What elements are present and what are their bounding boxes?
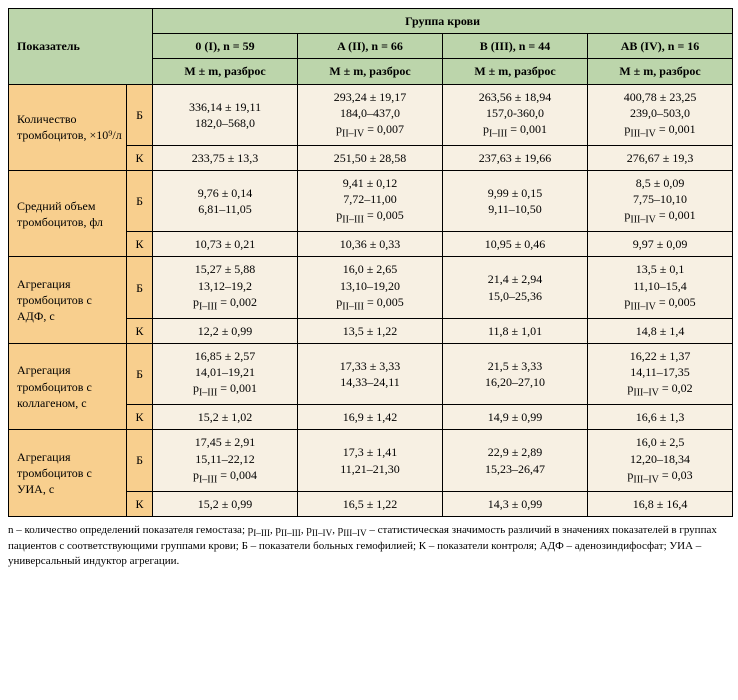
data-cell: 16,22 ± 1,3714,11–17,35pIII–IV = 0,02 <box>588 343 733 404</box>
footnote: n – количество определений показателя ге… <box>8 523 730 569</box>
row-label: Средний объем тромбоцитов, фл <box>9 171 127 257</box>
data-cell: 16,6 ± 1,3 <box>588 405 733 430</box>
row-b-marker: Б <box>127 84 153 145</box>
data-cell: 17,45 ± 2,9115,11–22,12pI–III = 0,004 <box>153 430 298 491</box>
header-mm-2: M ± m, разброс <box>443 59 588 84</box>
data-cell: 233,75 ± 13,3 <box>153 145 298 170</box>
header-mm-3: M ± m, разброс <box>588 59 733 84</box>
data-cell: 10,95 ± 0,46 <box>443 232 588 257</box>
data-cell: 12,2 ± 0,99 <box>153 318 298 343</box>
data-cell: 15,27 ± 5,8813,12–19,2pI–III = 0,002 <box>153 257 298 318</box>
row-label: Количество тромбоцитов, ×10⁹/л <box>9 84 127 170</box>
row-k-marker: К <box>127 318 153 343</box>
row-label: Агрегация тромбоцитов с АДФ, с <box>9 257 127 343</box>
data-cell: 251,50 ± 28,58 <box>298 145 443 170</box>
data-cell: 13,5 ± 0,111,10–15,4pIII–IV = 0,005 <box>588 257 733 318</box>
header-group-0: 0 (I), n = 59 <box>153 34 298 59</box>
header-mm-1: M ± m, разброс <box>298 59 443 84</box>
data-cell: 237,63 ± 19,66 <box>443 145 588 170</box>
data-cell: 9,97 ± 0,09 <box>588 232 733 257</box>
data-cell: 15,2 ± 1,02 <box>153 405 298 430</box>
data-cell: 9,41 ± 0,127,72–11,00pII–III = 0,005 <box>298 171 443 232</box>
data-cell: 8,5 ± 0,097,75–10,10pIII–IV = 0,001 <box>588 171 733 232</box>
data-cell: 263,56 ± 18,94157,0-360,0pI–III = 0,001 <box>443 84 588 145</box>
data-cell: 21,5 ± 3,3316,20–27,10 <box>443 343 588 404</box>
data-cell: 13,5 ± 1,22 <box>298 318 443 343</box>
data-cell: 9,76 ± 0,146,81–11,05 <box>153 171 298 232</box>
data-cell: 16,8 ± 16,4 <box>588 491 733 516</box>
table-body: Количество тромбоцитов, ×10⁹/лБ336,14 ± … <box>9 84 733 516</box>
row-label: Агрегация тромбоцитов с коллагеном, с <box>9 343 127 429</box>
row-b-marker: Б <box>127 430 153 491</box>
data-cell: 17,33 ± 3,3314,33–24,11 <box>298 343 443 404</box>
data-cell: 11,8 ± 1,01 <box>443 318 588 343</box>
data-cell: 400,78 ± 23,25239,0–503,0pIII–IV = 0,001 <box>588 84 733 145</box>
row-b-marker: Б <box>127 171 153 232</box>
data-cell: 16,0 ± 2,512,20–18,34pIII–IV = 0,03 <box>588 430 733 491</box>
data-cell: 14,9 ± 0,99 <box>443 405 588 430</box>
data-cell: 9,99 ± 0,159,11–10,50 <box>443 171 588 232</box>
header-group-3: AB (IV), n = 16 <box>588 34 733 59</box>
row-b-marker: Б <box>127 343 153 404</box>
table-header: Показатель Группа крови 0 (I), n = 59 A … <box>9 9 733 85</box>
hemostasis-table: Показатель Группа крови 0 (I), n = 59 A … <box>8 8 733 517</box>
data-cell: 10,36 ± 0,33 <box>298 232 443 257</box>
row-k-marker: К <box>127 491 153 516</box>
data-cell: 336,14 ± 19,11182,0–568,0 <box>153 84 298 145</box>
row-k-marker: К <box>127 145 153 170</box>
row-k-marker: К <box>127 232 153 257</box>
data-cell: 16,9 ± 1,42 <box>298 405 443 430</box>
data-cell: 16,85 ± 2,5714,01–19,21pI–III = 0,001 <box>153 343 298 404</box>
data-cell: 17,3 ± 1,4111,21–21,30 <box>298 430 443 491</box>
data-cell: 293,24 ± 19,17184,0–437,0pII–IV = 0,007 <box>298 84 443 145</box>
data-cell: 15,2 ± 0,99 <box>153 491 298 516</box>
header-pokazatel: Показатель <box>9 9 153 85</box>
data-cell: 276,67 ± 19,3 <box>588 145 733 170</box>
header-mm-0: M ± m, разброс <box>153 59 298 84</box>
header-gruppa-krovi: Группа крови <box>153 9 733 34</box>
header-group-1: A (II), n = 66 <box>298 34 443 59</box>
header-group-2: B (III), n = 44 <box>443 34 588 59</box>
data-cell: 14,8 ± 1,4 <box>588 318 733 343</box>
data-cell: 16,0 ± 2,6513,10–19,20pII–III = 0,005 <box>298 257 443 318</box>
data-cell: 10,73 ± 0,21 <box>153 232 298 257</box>
data-cell: 21,4 ± 2,9415,0–25,36 <box>443 257 588 318</box>
row-label: Агрегация тромбоцитов с УИА, с <box>9 430 127 516</box>
data-cell: 16,5 ± 1,22 <box>298 491 443 516</box>
data-cell: 14,3 ± 0,99 <box>443 491 588 516</box>
row-b-marker: Б <box>127 257 153 318</box>
row-k-marker: К <box>127 405 153 430</box>
data-cell: 22,9 ± 2,8915,23–26,47 <box>443 430 588 491</box>
